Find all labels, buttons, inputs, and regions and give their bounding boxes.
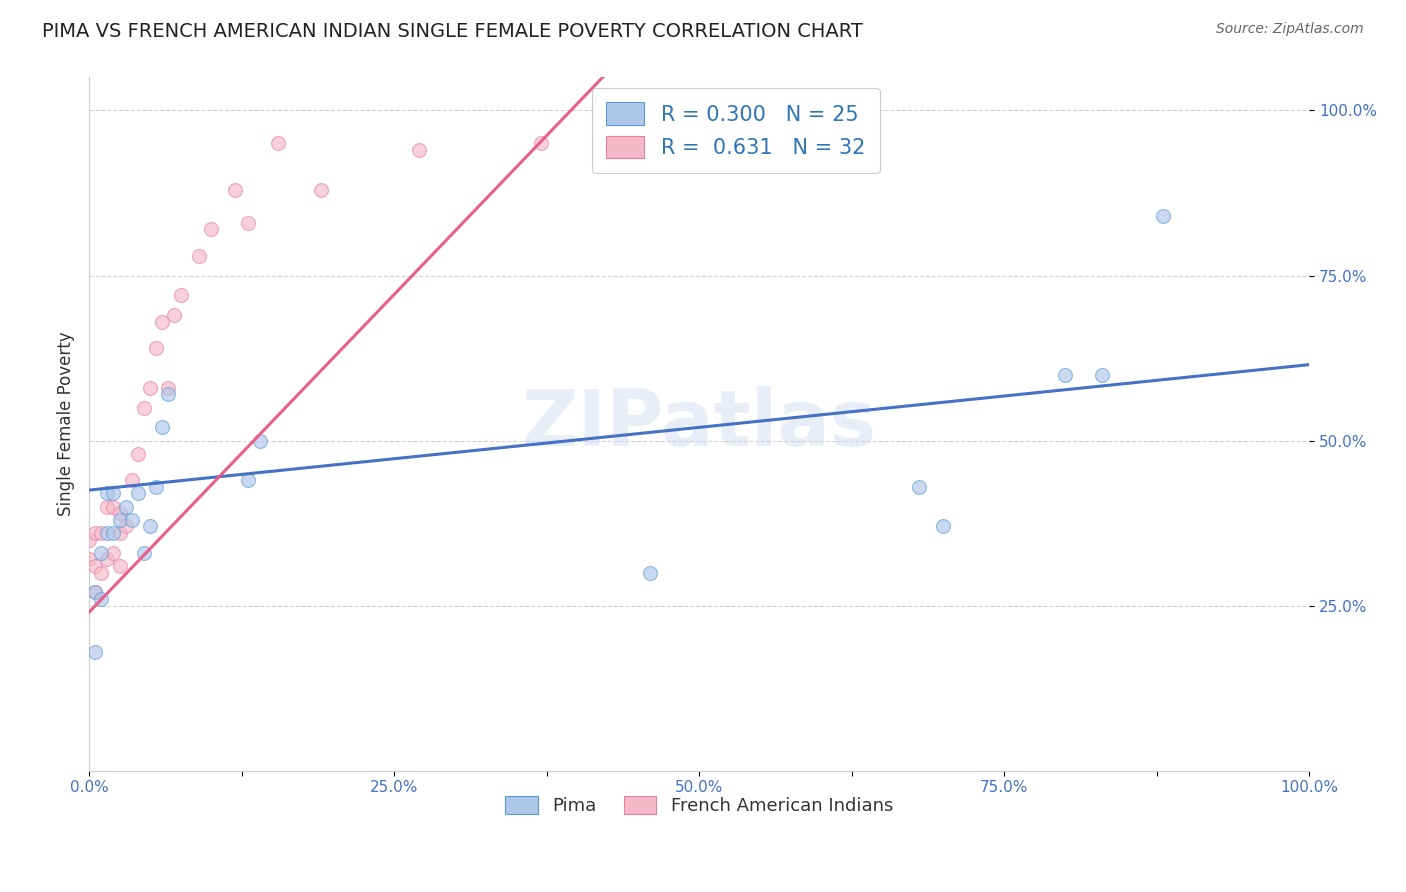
Point — [114, 500, 136, 514]
Point — [127, 486, 149, 500]
Point — [103, 546, 125, 560]
Point — [1054, 368, 1077, 382]
Point — [121, 473, 143, 487]
Point — [84, 585, 107, 599]
Text: PIMA VS FRENCH AMERICAN INDIAN SINGLE FEMALE POVERTY CORRELATION CHART: PIMA VS FRENCH AMERICAN INDIAN SINGLE FE… — [42, 22, 863, 41]
Point — [108, 506, 131, 520]
Text: ZIPatlas: ZIPatlas — [522, 386, 877, 462]
Point — [200, 222, 222, 236]
Point — [267, 136, 290, 151]
Point — [90, 566, 112, 580]
Point — [108, 513, 131, 527]
Point — [1091, 368, 1114, 382]
Point — [145, 480, 167, 494]
Point — [96, 526, 118, 541]
Point — [96, 486, 118, 500]
Point — [249, 434, 271, 448]
Point — [150, 420, 173, 434]
Point — [640, 566, 662, 580]
Point — [77, 552, 100, 566]
Point — [132, 401, 155, 415]
Point — [157, 381, 180, 395]
Point — [84, 526, 107, 541]
Point — [103, 500, 125, 514]
Point — [84, 585, 107, 599]
Point — [96, 500, 118, 514]
Point — [529, 136, 551, 151]
Point — [84, 645, 107, 659]
Point — [90, 592, 112, 607]
Point — [150, 315, 173, 329]
Text: Source: ZipAtlas.com: Source: ZipAtlas.com — [1216, 22, 1364, 37]
Point — [139, 519, 162, 533]
Point — [157, 387, 180, 401]
Point — [90, 546, 112, 560]
Point — [408, 143, 430, 157]
Point — [96, 552, 118, 566]
Point — [932, 519, 955, 533]
Point — [163, 308, 186, 322]
Point — [127, 447, 149, 461]
Point — [309, 183, 332, 197]
Point — [121, 513, 143, 527]
Point — [236, 216, 259, 230]
Y-axis label: Single Female Poverty: Single Female Poverty — [58, 332, 75, 516]
Point — [114, 519, 136, 533]
Point — [103, 526, 125, 541]
Point — [224, 183, 246, 197]
Point — [108, 526, 131, 541]
Legend: Pima, French American Indians: Pima, French American Indians — [496, 788, 903, 824]
Point — [84, 559, 107, 574]
Point — [108, 559, 131, 574]
Point — [187, 249, 209, 263]
Point — [103, 486, 125, 500]
Point — [139, 381, 162, 395]
Point — [77, 533, 100, 547]
Point — [236, 473, 259, 487]
Point — [90, 526, 112, 541]
Point — [907, 480, 929, 494]
Point — [132, 546, 155, 560]
Point — [169, 288, 191, 302]
Point — [145, 341, 167, 355]
Point — [1152, 209, 1174, 223]
